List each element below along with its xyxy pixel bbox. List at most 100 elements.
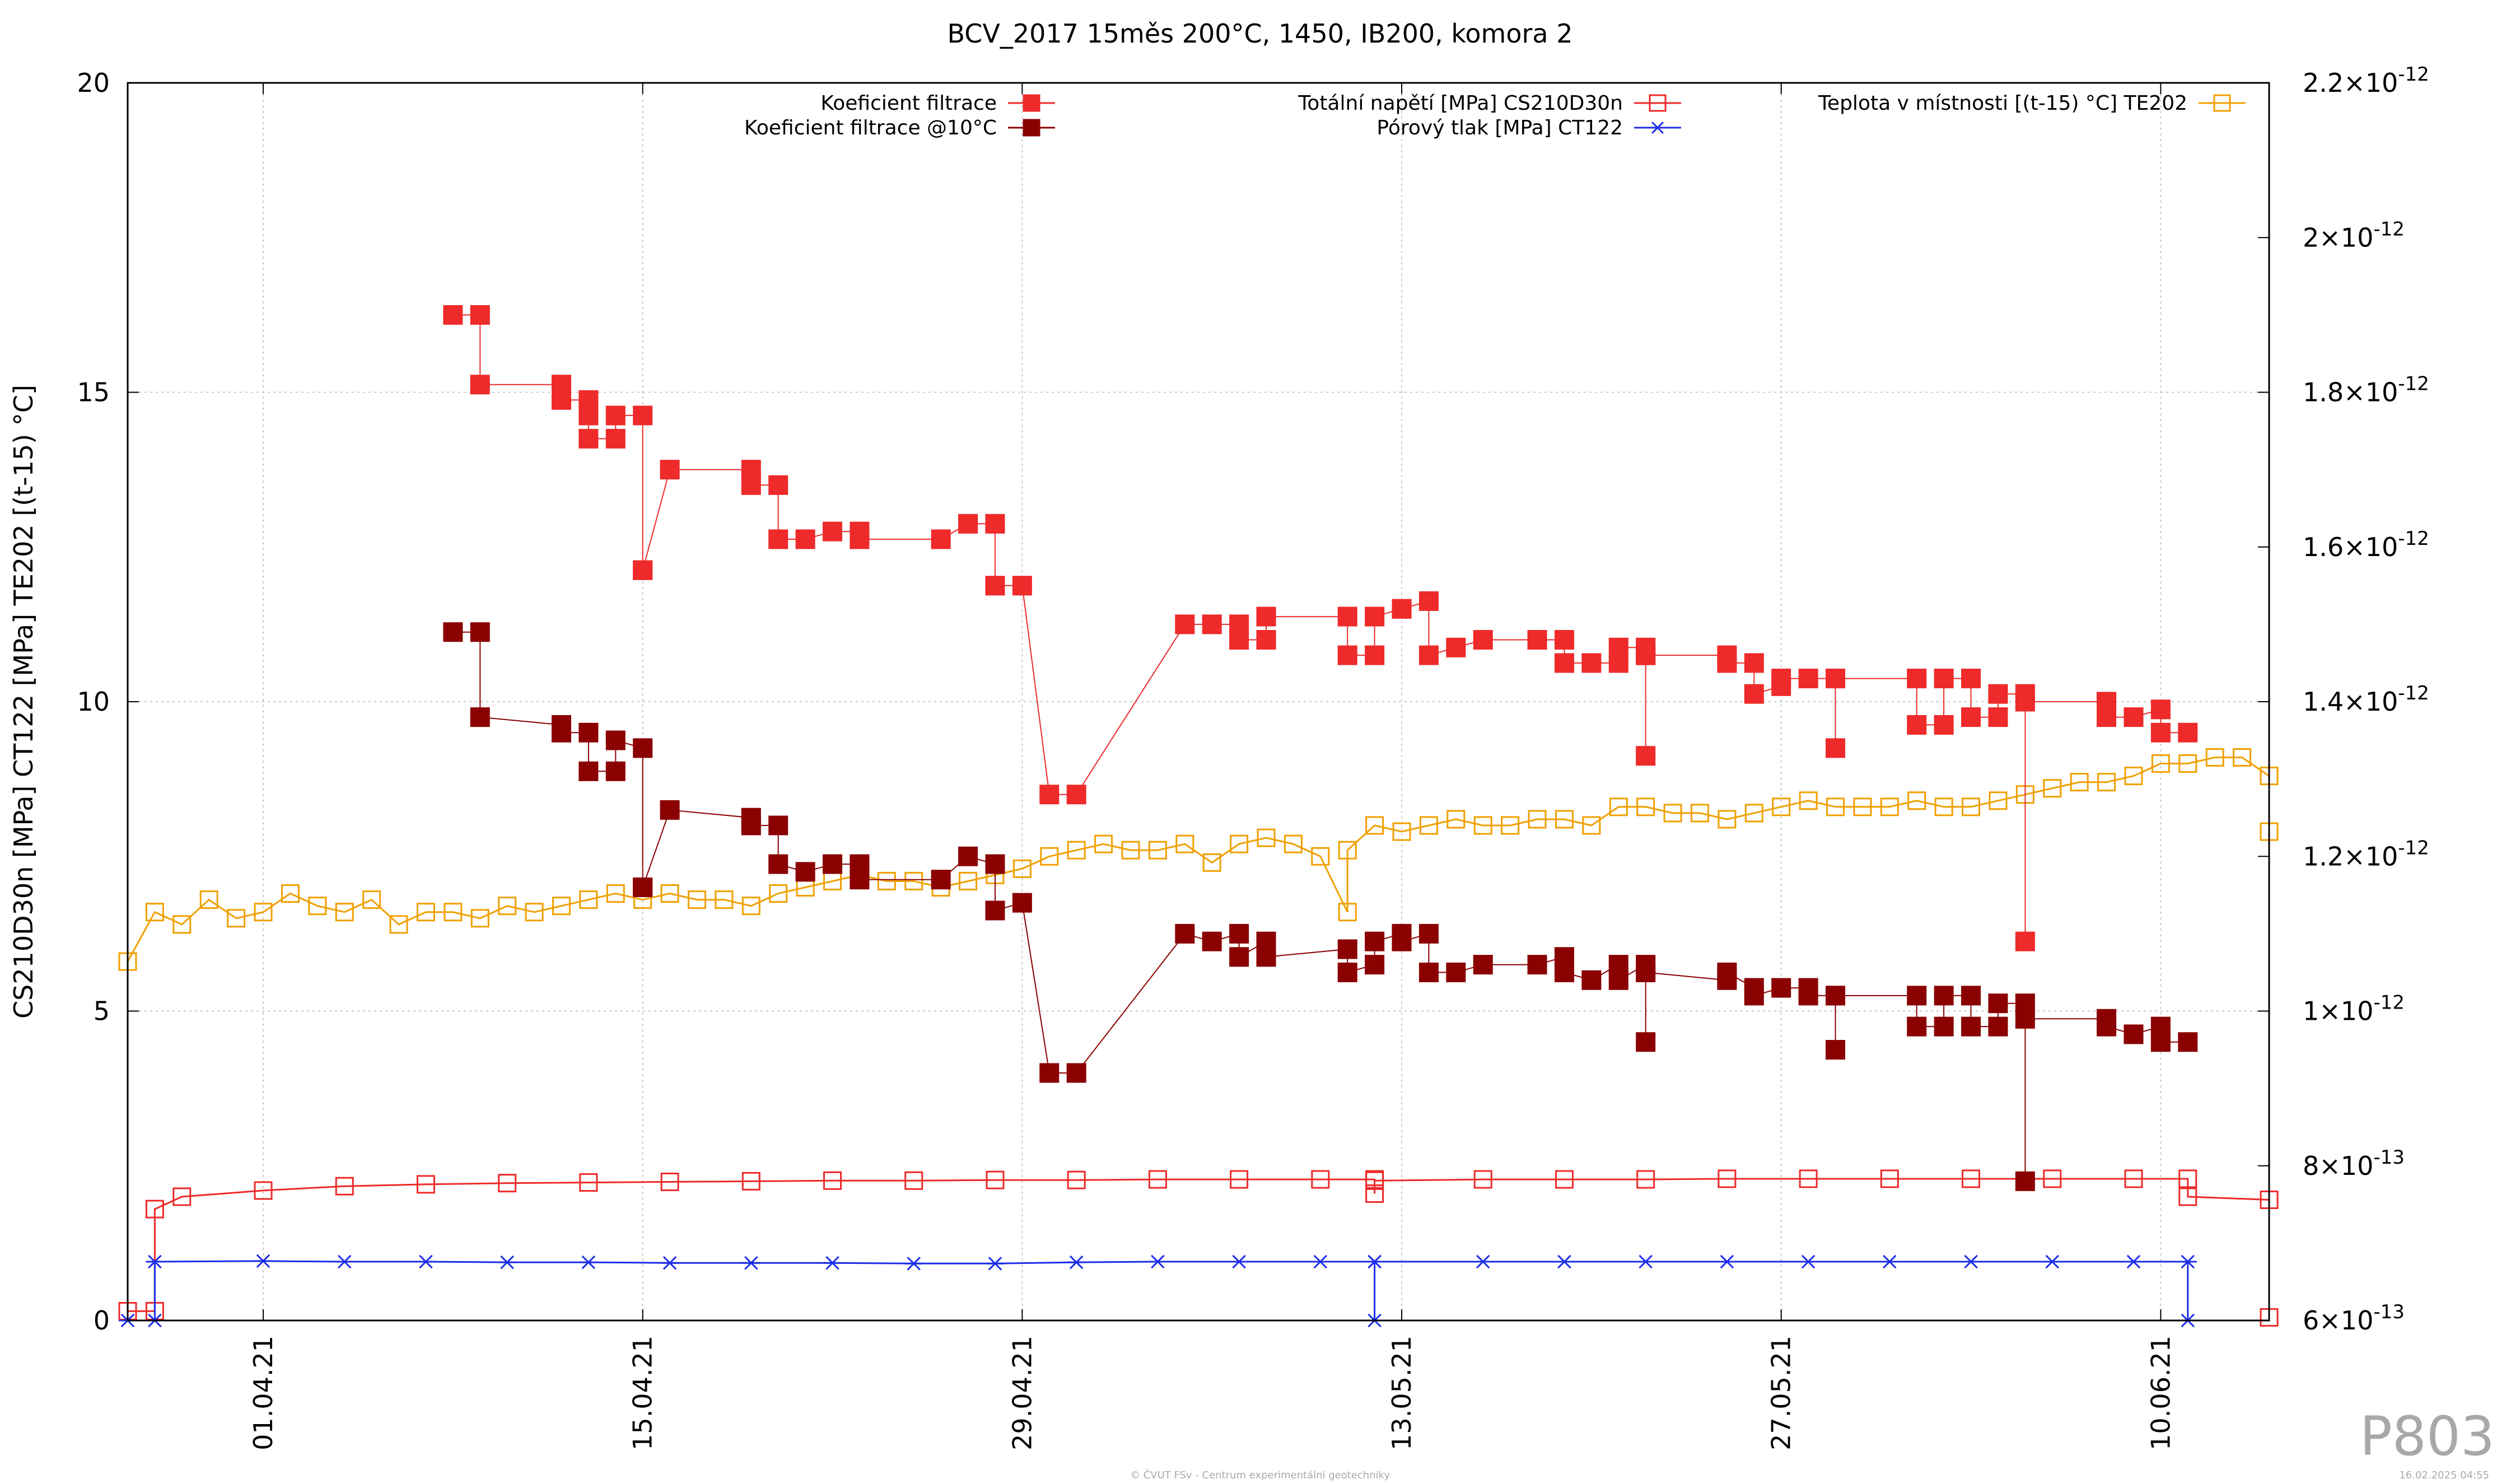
data-point [1650, 122, 1665, 134]
data-point [1202, 614, 1222, 634]
data-point [498, 897, 517, 916]
data-point [1501, 816, 1520, 835]
data-point [768, 854, 788, 874]
data-point [958, 846, 978, 866]
data-point [986, 1257, 1004, 1271]
data-point [823, 521, 843, 542]
legend-entry-2: Totální napětí [MPa] CS210D30n [1298, 92, 1681, 115]
data-point [1608, 970, 1628, 990]
data-point [1257, 828, 1276, 847]
data-point [715, 890, 734, 909]
data-point [1446, 637, 1466, 657]
data-point [823, 1256, 842, 1270]
data-point [1040, 847, 1059, 866]
data-point [1934, 715, 1954, 735]
data-point [1365, 645, 1385, 665]
data-point [904, 871, 923, 890]
data-point [2043, 1254, 2061, 1269]
data-point [1690, 804, 1709, 823]
data-point [2097, 707, 2117, 727]
data-point [2205, 748, 2224, 767]
data-point [579, 1255, 598, 1270]
data-point [1771, 669, 1791, 689]
y-right-tick-exponent: -12 [2398, 528, 2429, 550]
data-point [1826, 986, 1846, 1006]
data-point [661, 1256, 679, 1270]
data-point [1473, 955, 1493, 975]
data-point [1907, 715, 1927, 735]
data-point [904, 1257, 923, 1271]
data-point [1718, 1169, 1737, 1188]
data-point [1907, 669, 1927, 689]
y-right-tick-exponent: -12 [2373, 992, 2405, 1014]
data-point [985, 514, 1005, 534]
y-left-tick-label: 10 [77, 687, 110, 717]
data-point [1365, 931, 1385, 951]
data-point [2178, 754, 2197, 773]
data-point [1418, 645, 1439, 665]
data-point [1649, 94, 1667, 112]
data-point [1962, 1169, 1981, 1188]
data-point [335, 1177, 354, 1196]
data-point [850, 870, 870, 890]
data-point [1337, 939, 1357, 959]
data-point [1175, 834, 1194, 853]
data-point [1636, 797, 1655, 816]
data-point [145, 1200, 164, 1219]
data-point [795, 862, 815, 882]
data-point [1418, 923, 1439, 944]
data-point [578, 405, 599, 426]
data-point [470, 622, 490, 642]
data-point [1473, 816, 1492, 835]
data-point [1256, 630, 1276, 650]
data-point [1772, 797, 1791, 816]
data-point [1473, 1170, 1492, 1189]
data-point [1392, 822, 1411, 841]
data-point [1229, 923, 1249, 944]
y-right-tick-exponent: -12 [2398, 682, 2429, 704]
data-point [1023, 119, 1040, 137]
y-left-tick-label: 20 [77, 68, 110, 98]
data-point [1718, 810, 1737, 829]
data-point [2178, 1187, 2197, 1206]
data-point [443, 622, 463, 642]
data-point [1555, 1254, 1574, 1269]
legend-entry-3: Pórový tlak [MPa] CT122 [1376, 116, 1681, 139]
series-3 [119, 1254, 2197, 1328]
data-point [1581, 653, 1602, 673]
data-point [1988, 1016, 2008, 1037]
data-point [1094, 834, 1113, 853]
data-point [254, 903, 273, 922]
data-point [2178, 722, 2198, 743]
data-point [1636, 645, 1656, 665]
data-point [606, 884, 625, 903]
data-point [660, 884, 679, 903]
data-point [1826, 1040, 1846, 1060]
y-right-tick-exponent: -12 [2373, 218, 2405, 240]
data-point [579, 890, 598, 909]
data-point [931, 870, 951, 890]
data-point [1581, 970, 1602, 990]
data-point [1744, 804, 1763, 823]
legend-label: Teplota v místnosti [(t-15) °C] TE202 [1818, 92, 2187, 115]
x-tick-label: 27.05.21 [1766, 1336, 1796, 1450]
data-point [741, 1172, 760, 1191]
y-right-tick-exponent: -12 [2398, 373, 2429, 395]
data-point [2124, 1169, 2143, 1188]
data-point [1473, 630, 1493, 650]
data-point [958, 514, 978, 534]
y-left-tick-label: 5 [94, 996, 110, 1026]
data-point [2097, 1016, 2117, 1037]
data-point [1961, 986, 1981, 1006]
data-point [199, 890, 218, 909]
data-point [1337, 606, 1357, 627]
data-point [2213, 94, 2231, 112]
data-point [768, 475, 788, 495]
data-point [795, 529, 815, 549]
data-point [1392, 931, 1412, 951]
data-point [1880, 797, 1899, 816]
data-point [1067, 1170, 1086, 1189]
data-point [1337, 962, 1357, 982]
data-point [1527, 630, 1547, 650]
